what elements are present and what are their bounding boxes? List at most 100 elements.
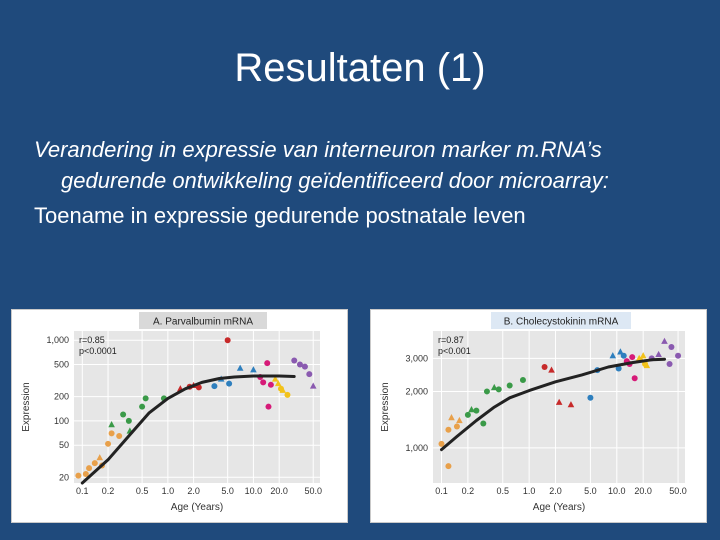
chart-title-box (491, 312, 631, 329)
x-tick-label: 10.0 (608, 486, 626, 496)
x-tick-label: 0.2 (462, 486, 475, 496)
data-point-circle (675, 352, 682, 359)
x-tick-label: 50.0 (304, 486, 322, 496)
data-point-triangle (456, 416, 463, 424)
data-point-circle (301, 363, 308, 370)
data-point-circle (296, 361, 303, 368)
data-point-circle (629, 354, 636, 361)
bullet-item: Toename in expressie gedurende postnatal… (34, 203, 526, 228)
y-tick-label: 1,000 (405, 443, 428, 453)
x-tick-label: 20.0 (634, 486, 652, 496)
data-point-circle (116, 432, 123, 439)
data-point-circle (464, 411, 471, 418)
y-tick-label: 20 (59, 472, 69, 482)
data-point-circle (284, 391, 291, 398)
data-point-triangle (639, 352, 647, 359)
data-point-circle (453, 423, 460, 430)
data-point-circle (265, 403, 272, 410)
y-tick-label: 2,000 (405, 386, 428, 396)
data-point-circle (291, 357, 298, 364)
data-point-triangle (567, 401, 575, 408)
data-point-circle (82, 470, 89, 477)
data-point-triangle (555, 398, 563, 405)
data-point-circle (445, 426, 452, 433)
data-point-circle (120, 411, 127, 418)
x-axis-label: Age (Years) (171, 502, 223, 513)
stats-annotation: r=0.87 (438, 335, 464, 345)
data-point-circle (125, 417, 132, 424)
data-point-triangle (655, 350, 662, 358)
x-tick-label: 0.1 (435, 486, 448, 496)
x-tick-label: 5.0 (584, 486, 597, 496)
data-point-circle (666, 361, 673, 368)
data-point-circle (195, 384, 202, 391)
x-tick-label: 2.0 (187, 486, 200, 496)
data-point-circle (105, 440, 112, 447)
y-tick-label: 200 (54, 392, 69, 402)
data-point-triangle (271, 375, 279, 382)
data-point-circle (211, 383, 218, 390)
data-point-circle (483, 388, 490, 395)
data-point-triangle (468, 406, 475, 413)
data-point-triangle (108, 420, 115, 428)
data-point-circle (473, 407, 480, 414)
x-tick-label: 10.0 (245, 486, 263, 496)
y-tick-label: 3,000 (405, 353, 428, 363)
data-point-triangle (250, 366, 257, 373)
stats-annotation: p<0.001 (438, 346, 471, 356)
data-point-circle (226, 380, 233, 387)
data-point-triangle (236, 364, 244, 371)
data-point-circle (224, 337, 231, 344)
data-point-circle (587, 394, 594, 401)
data-point-circle (306, 371, 313, 378)
x-tick-label: 1.0 (523, 486, 536, 496)
data-point-triangle (643, 361, 651, 369)
chart-title: B. Cholecystokinin mRNA (504, 317, 619, 328)
data-point-triangle (617, 348, 624, 355)
cholecystokinin-chart: B. Cholecystokinin mRNA 0.1 0.2 0.5 1.0 2.0 5.… (380, 312, 687, 513)
stats-annotation: r=0.85 (79, 335, 105, 345)
data-point-circle (519, 377, 526, 384)
data-point-triangle (279, 386, 287, 393)
x-tick-label: 5.0 (221, 486, 234, 496)
data-point-circle (139, 403, 146, 410)
x-tick-label: 50.0 (669, 486, 687, 496)
bullet-item: Verandering in expressie van interneuron… (34, 137, 609, 193)
data-point-circle (615, 365, 622, 372)
chart-title-box (139, 312, 267, 329)
data-point-circle (438, 440, 445, 447)
data-point-circle (91, 460, 98, 467)
data-point-triangle (609, 352, 617, 359)
data-point-circle (142, 395, 149, 402)
data-point-circle (480, 420, 487, 427)
data-point-circle (86, 465, 93, 472)
slide-title: Resultaten (1) (234, 46, 486, 90)
x-tick-label: 2.0 (549, 486, 562, 496)
y-axis-label: Expression (380, 382, 391, 431)
data-point-circle (267, 381, 274, 388)
x-tick-label: 20.0 (270, 486, 288, 496)
data-point-triangle (548, 366, 555, 373)
x-axis-label: Age (Years) (533, 502, 585, 513)
x-tick-label: 0.2 (102, 486, 115, 496)
chart-title: A. Parvalbumin mRNA (153, 317, 253, 328)
parvalbumin-chart: A. Parvalbumin mRNA 0.1 0.2 0.5 1.0 2.0 5.0 10.… (21, 312, 322, 513)
data-point-circle (541, 363, 548, 370)
data-point-circle (445, 463, 452, 470)
data-point-triangle (661, 337, 668, 344)
x-tick-label: 0.5 (136, 486, 149, 496)
x-tick-label: 0.5 (497, 486, 510, 496)
y-axis-label: Expression (21, 382, 32, 431)
data-point-circle (495, 386, 502, 393)
data-point-circle (631, 375, 638, 382)
x-tick-label: 1.0 (162, 486, 175, 496)
chart-panel-parvalbumin: A. Parvalbumin mRNA 0.1 0.2 0.5 1.0 2.0 5.0 10.… (11, 309, 348, 523)
data-point-circle (620, 352, 627, 359)
data-point-circle (260, 379, 267, 386)
bullet-list: Verandering in expressie van interneuron… (34, 134, 704, 231)
stats-annotation: p<0.0001 (79, 346, 117, 356)
data-point-triangle (274, 379, 282, 387)
fit-line (440, 357, 666, 452)
data-point-triangle (309, 382, 317, 389)
fit-line (80, 374, 296, 485)
